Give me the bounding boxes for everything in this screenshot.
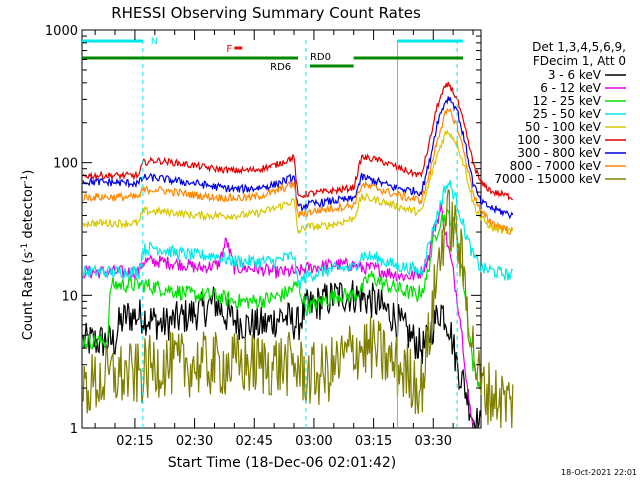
y-axis-label-sup2: -1 [20, 175, 30, 184]
x-axis-label: Start Time (18-Dec-06 02:01:42) [168, 455, 396, 471]
legend: Det 1,3,4,5,6,9, FDecim 1, Att 0 3 - 6 k… [494, 40, 626, 186]
series-line-3 [82, 180, 514, 289]
legend-label: 7000 - 15000 keV [494, 172, 601, 186]
legend-header-line-1: Det 1,3,4,5,6,9, [532, 40, 626, 54]
y-tick-label: 1 [70, 422, 78, 437]
series-line-2 [82, 208, 482, 390]
x-tick-label: 03:15 [355, 434, 392, 449]
y-axis-label-sup1: -1 [20, 243, 30, 252]
y-axis-ticks: 1 10 100 1000 [45, 24, 481, 437]
rd0-flag-label: RD0 [310, 52, 331, 63]
x-tick-label: 02:45 [236, 434, 273, 449]
chart-title: RHESSI Observing Summary Count Rates [111, 4, 421, 22]
rd6-flag-label: RD6 [270, 62, 291, 73]
y-tick-label: 100 [53, 157, 78, 172]
y-tick-label: 10 [61, 289, 78, 304]
x-tick-label: 03:30 [415, 434, 452, 449]
legend-label: 12 - 25 keV [533, 94, 602, 108]
series-line-1 [82, 204, 474, 429]
plot-frame [81, 29, 482, 429]
legend-label: 6 - 12 keV [540, 81, 602, 95]
x-tick-label: 02:30 [176, 434, 213, 449]
y-axis-label-part1: Count Rate (s [21, 252, 36, 341]
x-tick-label: 02:15 [116, 434, 153, 449]
series-line-5 [82, 81, 514, 201]
x-tick-label: 03:00 [295, 434, 332, 449]
legend-label: 300 - 800 keV [517, 146, 601, 160]
legend-label: 50 - 100 keV [525, 120, 602, 134]
series-line-7 [82, 107, 513, 235]
legend-header-line-2: FDecim 1, Att 0 [533, 54, 626, 68]
y-tick-label: 1000 [45, 24, 78, 39]
legend-label: 3 - 6 keV [548, 68, 602, 82]
legend-label: 800 - 7000 keV [510, 159, 602, 173]
flag-bars: N F RD0 RD6 [82, 37, 463, 428]
series-lines [82, 81, 514, 429]
y-axis-label-part2: detector [21, 183, 36, 243]
legend-label: 25 - 50 keV [533, 107, 602, 121]
y-axis-label-part3: ) [21, 170, 36, 175]
series-line-4 [82, 128, 514, 235]
y-axis-label: Count Rate (s-1 detector-1) [20, 170, 36, 341]
series-line-6 [82, 96, 514, 220]
night-flag-label: N [151, 37, 158, 47]
series-line-0 [82, 280, 482, 429]
series-line-8 [82, 188, 514, 429]
plot-border [81, 29, 482, 429]
timestamp: 18-Oct-2021 22:01 [561, 468, 637, 477]
x-axis-ticks: 02:15 02:30 02:45 03:00 03:15 03:30 [94, 30, 474, 449]
flare-flag-label: F [226, 44, 232, 55]
legend-label: 100 - 300 keV [517, 133, 601, 147]
